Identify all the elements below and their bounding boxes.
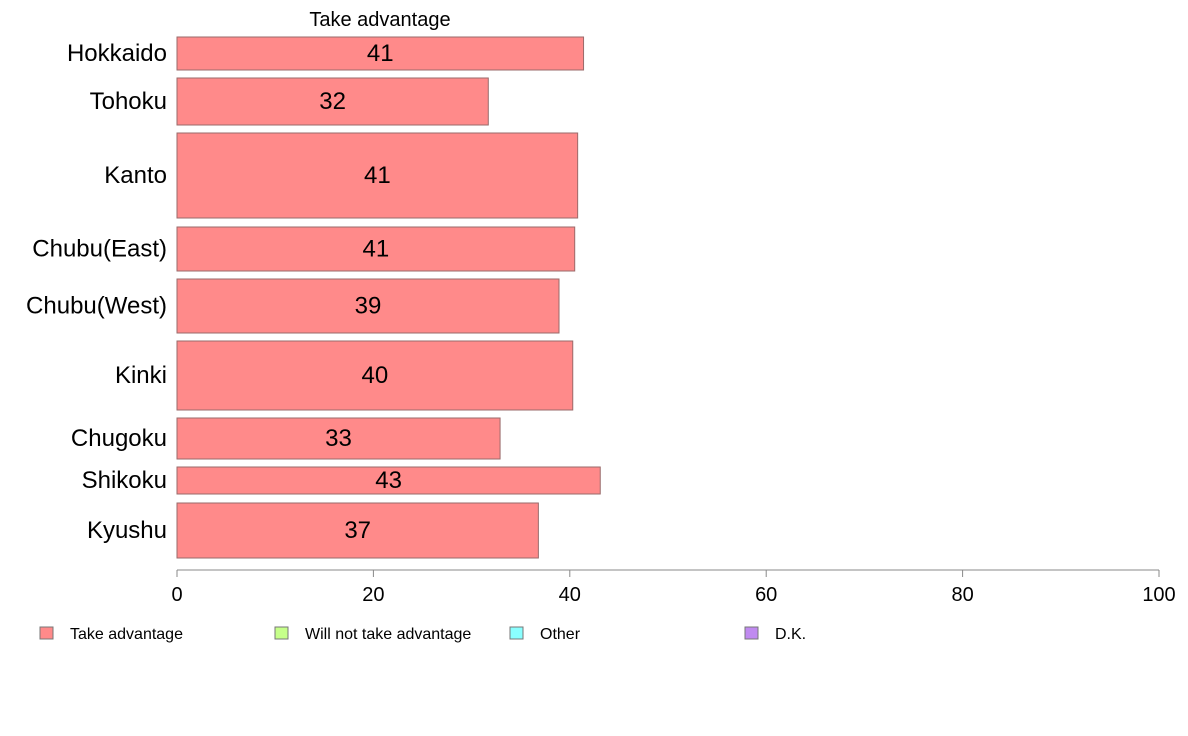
category-label: Shikoku: [82, 467, 167, 494]
panel-title: Take advantage: [309, 9, 450, 31]
x-tick-label: 60: [755, 584, 777, 606]
bar-tohoku: [176, 77, 489, 126]
data-label: 41: [364, 162, 391, 189]
bar-chubu-west: [176, 278, 560, 334]
bar-kanto: [176, 132, 579, 219]
data-label: 33: [325, 425, 352, 452]
x-tick-label: 0: [171, 584, 182, 606]
category-label: Kanto: [104, 162, 167, 189]
bar-kinki: [176, 340, 574, 411]
x-tick-label: 100: [1142, 584, 1175, 606]
x-tick-label: 20: [362, 584, 384, 606]
data-label: 37: [344, 517, 371, 544]
bar-chugoku: [176, 417, 501, 460]
data-label: 32: [319, 88, 346, 115]
legend-label: D.K.: [775, 626, 806, 643]
data-label: 43: [375, 467, 402, 494]
category-label: Hokkaido: [67, 40, 167, 67]
legend: Take advantage Will not take advantage Oth…: [39, 626, 806, 643]
category-label: Kinki: [115, 362, 167, 389]
legend-label: Other: [540, 626, 581, 643]
bar-chubu-east: [176, 226, 576, 272]
data-label: 39: [355, 293, 382, 320]
legend-swatch: [274, 626, 289, 640]
bar-hokkaido: [176, 36, 585, 71]
category-label: Tohoku: [90, 88, 167, 115]
category-label: Kyushu: [87, 517, 167, 544]
x-axis: 0 20 40 60 80 100: [171, 569, 1176, 606]
bar-kyushu: [176, 502, 539, 559]
legend-swatch: [744, 626, 759, 640]
bar-shikoku: [176, 466, 601, 495]
category-label: Chubu(East): [32, 236, 167, 263]
legend-swatch: [39, 626, 54, 640]
legend-swatch: [509, 626, 524, 640]
x-tick-label: 40: [559, 584, 581, 606]
legend-label: Will not take advantage: [305, 626, 471, 643]
category-label: Chugoku: [71, 425, 167, 452]
category-label: Chubu(West): [26, 293, 167, 320]
data-label: 40: [362, 362, 389, 389]
data-label: 41: [363, 236, 390, 263]
x-tick-label: 80: [951, 584, 973, 606]
data-label: 41: [367, 40, 394, 67]
bars-group: Hokkaido 41 Tohoku 32 Kanto 41 Chubu(East) 41 Ch…: [26, 36, 601, 559]
legend-label: Take advantage: [70, 626, 183, 643]
